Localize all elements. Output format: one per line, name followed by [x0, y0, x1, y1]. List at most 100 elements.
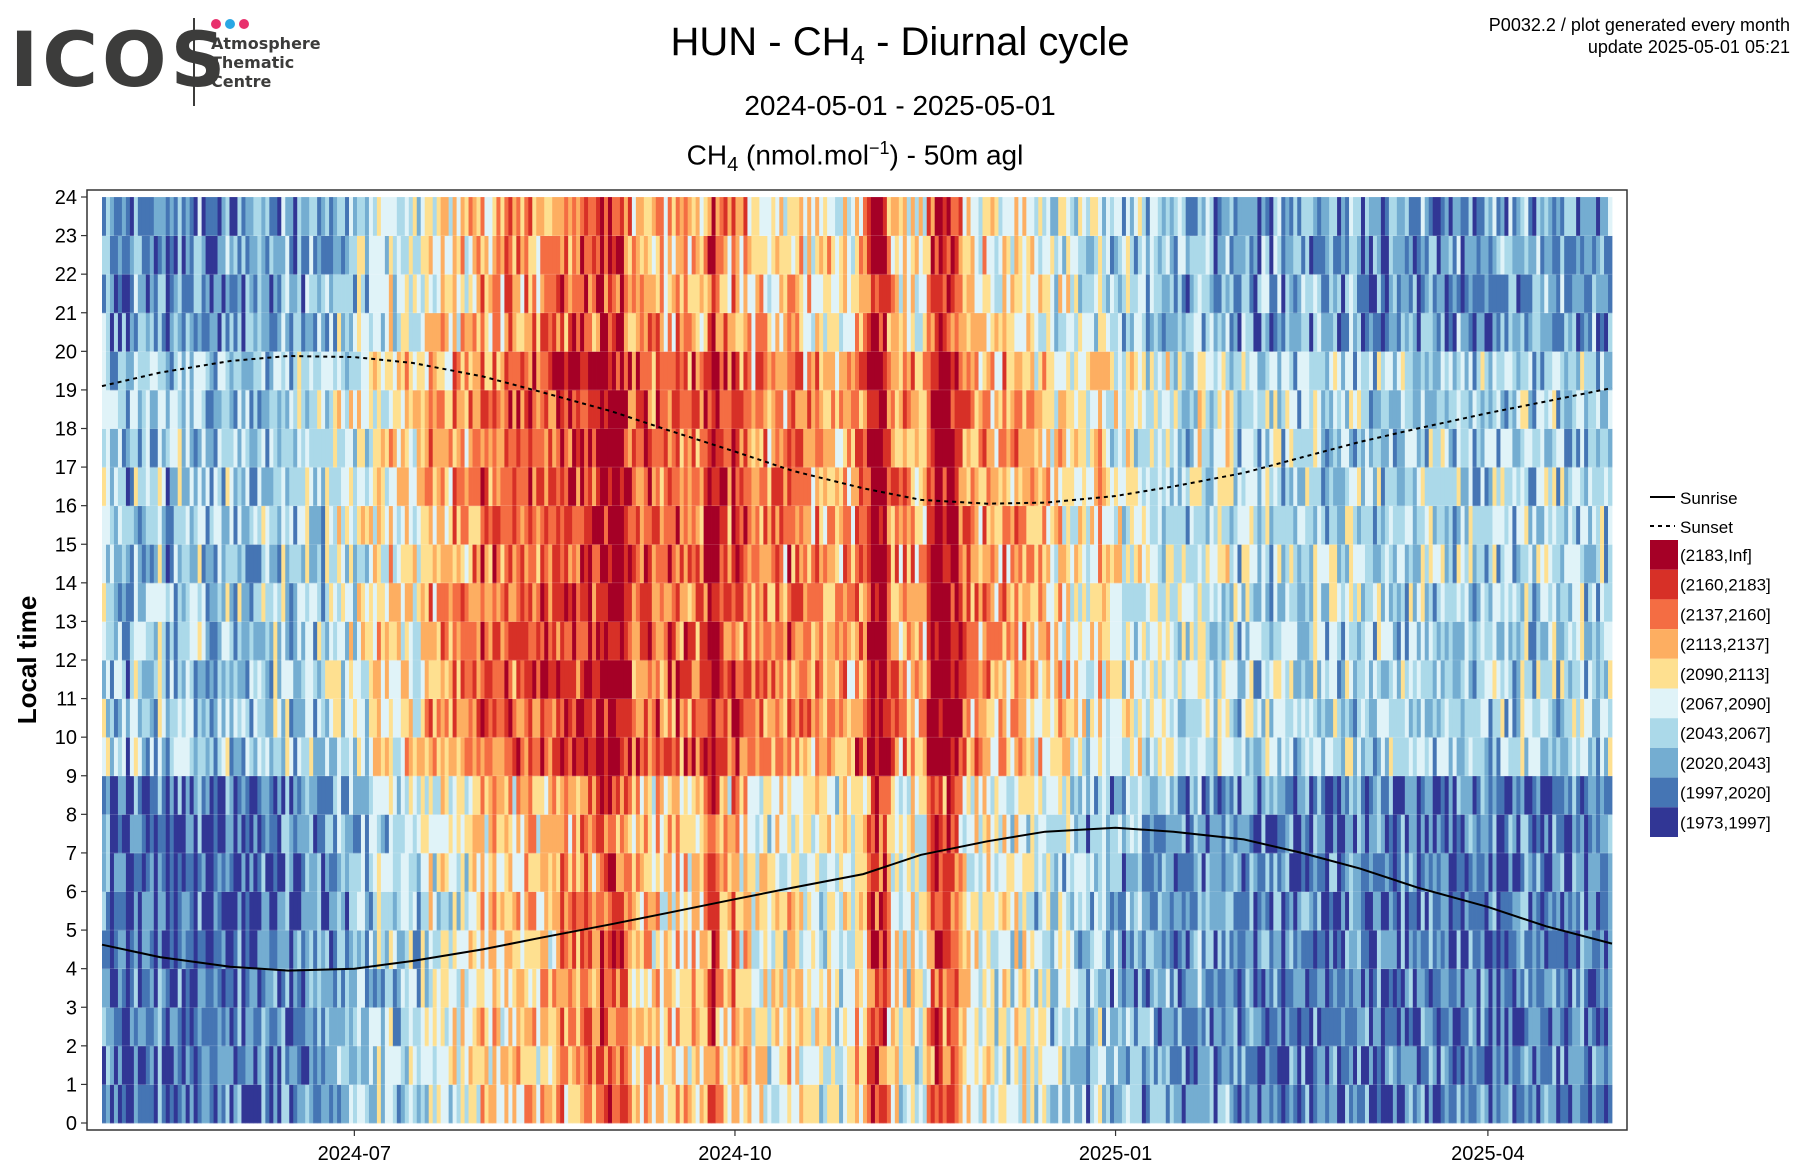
- heat-cell: [611, 852, 617, 892]
- heat-cell: [157, 737, 163, 777]
- heat-cell: [408, 197, 414, 236]
- heat-cell: [221, 467, 226, 507]
- heat-cell: [747, 544, 752, 584]
- heat-cell: [416, 1045, 422, 1085]
- heat-cell: [404, 698, 410, 738]
- heat-cell: [532, 698, 537, 738]
- heat-cell: [181, 775, 187, 815]
- heat-cell: [580, 775, 585, 815]
- heat-cell: [492, 1007, 497, 1047]
- heat-cell: [360, 660, 366, 699]
- heat-cell: [683, 544, 689, 584]
- heat-cell: [787, 1007, 792, 1047]
- heat-cell: [779, 852, 784, 892]
- heat-cell: [536, 621, 541, 661]
- heat-cell: [843, 389, 848, 429]
- heat-cell: [623, 852, 629, 892]
- heat-cell: [619, 621, 625, 661]
- heat-cell: [376, 312, 382, 352]
- heat-cell: [364, 544, 370, 584]
- heat-cell: [663, 775, 669, 815]
- heat-cell: [588, 1045, 593, 1085]
- heat-cell: [847, 737, 852, 777]
- heat-cell: [564, 852, 569, 892]
- heat-cell: [667, 852, 673, 892]
- heat-cell: [675, 1045, 681, 1085]
- heat-cell: [819, 852, 824, 892]
- heat-cell: [803, 968, 808, 1008]
- heat-cell: [655, 274, 661, 314]
- heat-cell: [759, 775, 764, 815]
- heat-cell: [576, 235, 581, 275]
- heat-cell: [261, 660, 266, 699]
- heat-cell: [400, 197, 406, 236]
- heat-cell: [117, 737, 123, 777]
- heat-cell: [297, 852, 302, 892]
- heat-cell: [349, 852, 354, 892]
- heat-cell: [839, 698, 844, 738]
- heat-cell: [368, 891, 374, 931]
- heat-cell: [823, 235, 828, 275]
- heat-cell: [568, 814, 573, 854]
- heat-cell: [512, 1045, 517, 1085]
- heat-cell: [408, 930, 414, 970]
- heat-cell: [508, 930, 513, 970]
- heat-cell: [428, 1045, 434, 1085]
- heat-cell: [843, 274, 848, 314]
- heat-cell: [564, 389, 569, 429]
- heat-cell: [858, 544, 864, 584]
- heat-cell: [827, 428, 832, 468]
- heat-cell: [552, 660, 557, 699]
- heat-cell: [536, 389, 541, 429]
- heat-cell: [627, 351, 633, 391]
- heat-cell: [607, 814, 613, 854]
- heat-cell: [918, 544, 924, 584]
- heat-cell: [197, 428, 202, 468]
- heat-cell: [380, 351, 386, 391]
- heat-cell: [285, 737, 290, 777]
- heat-cell: [719, 505, 724, 545]
- heat-cell: [317, 891, 322, 931]
- heat-cell: [596, 1084, 601, 1124]
- heat-cell: [882, 312, 888, 352]
- heat-cell: [412, 389, 418, 429]
- heat-cell: [488, 389, 493, 429]
- heat-cell: [313, 467, 318, 507]
- heat-cell: [241, 852, 246, 892]
- heat-cell: [102, 1007, 107, 1047]
- heat-cell: [408, 1084, 414, 1124]
- heat-cell: [572, 274, 577, 314]
- heat-cell: [305, 891, 310, 931]
- heat-cell: [325, 1045, 330, 1085]
- heat-cell: [488, 505, 493, 545]
- heat-cell: [611, 467, 617, 507]
- heat-cell: [691, 968, 697, 1008]
- heat-cell: [675, 467, 681, 507]
- heat-cell: [910, 351, 916, 391]
- heat-cell: [309, 1084, 314, 1124]
- heat-cell: [488, 582, 493, 622]
- heat-cell: [464, 544, 469, 584]
- heat-cell: [651, 698, 657, 738]
- heat-cell: [771, 235, 776, 275]
- heat-cell: [440, 467, 446, 507]
- heat-cell: [372, 1007, 378, 1047]
- heat-cell: [165, 544, 171, 584]
- heat-cell: [655, 660, 661, 699]
- heat-cell: [448, 389, 453, 429]
- heat-cell: [831, 544, 836, 584]
- heat-cell: [165, 660, 171, 699]
- heat-cell: [584, 428, 589, 468]
- heat-cell: [337, 351, 342, 391]
- heat-cell: [847, 814, 852, 854]
- heat-cell: [699, 235, 705, 275]
- heat-cell: [392, 891, 398, 931]
- heat-cell: [237, 930, 242, 970]
- heat-cell: [540, 968, 545, 1008]
- heat-cell: [715, 698, 720, 738]
- heat-cell: [544, 930, 549, 970]
- heat-cell: [341, 428, 346, 468]
- heat-cell: [376, 1045, 382, 1085]
- heat-cell: [121, 621, 127, 661]
- heat-cell: [249, 351, 254, 391]
